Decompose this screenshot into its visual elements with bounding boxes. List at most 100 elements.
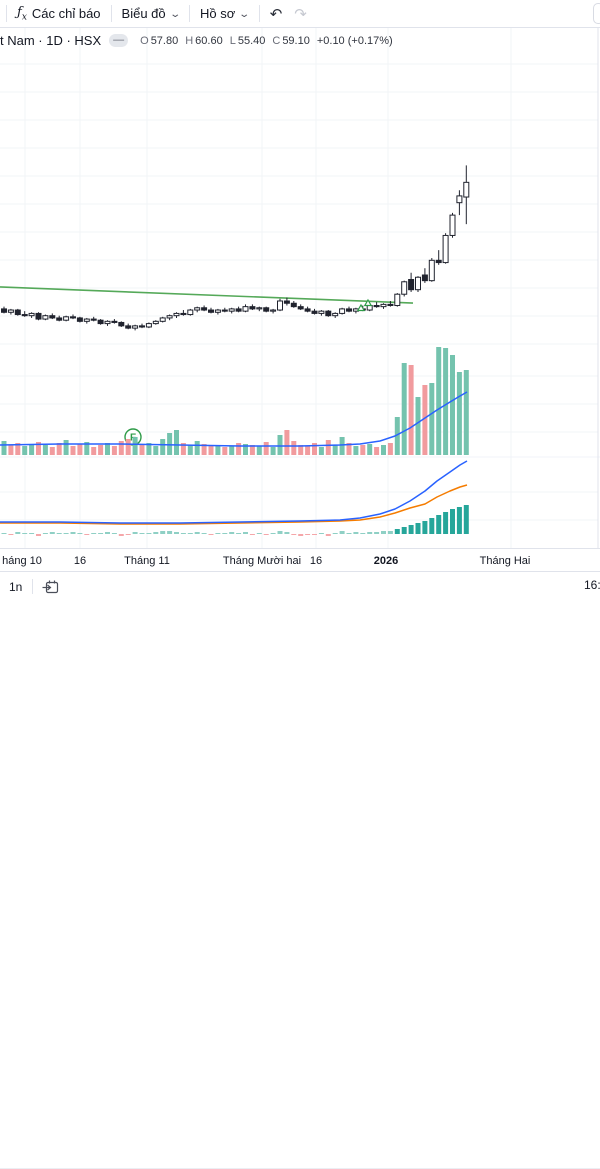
toolbar-divider xyxy=(258,5,260,22)
candle-body xyxy=(435,259,442,264)
candle-body xyxy=(428,259,435,282)
toolbar-divider xyxy=(189,5,191,22)
candle-body xyxy=(249,306,256,310)
candle-body xyxy=(14,309,21,316)
volume-bar xyxy=(443,348,449,455)
toolbar-divider xyxy=(6,5,7,22)
candle-body xyxy=(166,315,173,319)
candle-body xyxy=(387,303,394,307)
volume-bar xyxy=(332,445,338,455)
redo-button[interactable]: ↷ xyxy=(294,5,307,23)
volume-bar xyxy=(312,443,317,455)
candle-body xyxy=(463,181,470,198)
volume-bar xyxy=(77,444,83,455)
candle-body xyxy=(42,315,49,320)
clock-readout[interactable]: 16:4 xyxy=(584,578,600,592)
profile-menu-label: Hồ sơ xyxy=(200,6,236,21)
profile-menu-button[interactable]: Hồ sơ ⌄ xyxy=(190,0,259,27)
candle-body xyxy=(214,309,221,313)
close-number: 59.10 xyxy=(282,34,310,47)
candle-body xyxy=(318,310,325,314)
indicator-histogram-bar xyxy=(256,533,262,534)
indicator-histogram-bar xyxy=(215,533,221,534)
candle-body xyxy=(159,317,166,322)
volume-bar xyxy=(118,441,124,455)
indicator-histogram-bar xyxy=(284,532,290,534)
trend-line xyxy=(0,286,414,304)
candle-body xyxy=(28,312,35,317)
volume-bar xyxy=(194,441,200,455)
close-label: C xyxy=(272,34,281,47)
indicator-histogram-bar xyxy=(98,533,104,534)
candle-body xyxy=(339,308,346,314)
symbol-title[interactable]: t Nam · 1D · HSX xyxy=(0,33,102,48)
indicators-button[interactable]: ƒx Các chỉ báo xyxy=(7,0,111,27)
indicator-histogram-bar xyxy=(305,534,311,535)
date-range-button[interactable]: 1n xyxy=(9,579,23,594)
volume-bar xyxy=(374,447,380,455)
time-axis[interactable]: háng 10 16 Tháng 11 Tháng Mười hai 16 2026 Thá… xyxy=(0,548,600,572)
toolbar-divider xyxy=(110,5,112,22)
candle-body xyxy=(235,308,242,312)
volume-bar xyxy=(401,363,407,455)
volume-bar xyxy=(450,355,455,455)
candle-body xyxy=(380,303,387,308)
indicator-main-line xyxy=(0,460,468,524)
candle-body xyxy=(49,315,56,319)
indicator-histogram-bar xyxy=(91,533,97,534)
volume-bar xyxy=(415,397,421,455)
candle-body xyxy=(187,309,194,316)
go-to-date-icon[interactable] xyxy=(42,579,59,595)
indicator-histogram-bar xyxy=(125,534,131,535)
indicator-histogram-bar xyxy=(174,532,179,534)
candle-body xyxy=(104,320,111,325)
candle-body xyxy=(311,310,318,314)
indicator-histogram-bar xyxy=(381,531,386,534)
volume-bar xyxy=(146,443,152,455)
volume-bar xyxy=(222,447,228,455)
clipped-corner-button[interactable] xyxy=(593,3,600,24)
high-number: 60.60 xyxy=(195,34,223,47)
high-value: H 60.60 xyxy=(185,35,222,47)
candle-body xyxy=(194,307,201,311)
chart-canvas[interactable]: F xyxy=(0,0,600,600)
volume-bar xyxy=(243,444,248,455)
indicator-histogram-bar xyxy=(291,534,297,535)
indicator-histogram-bar xyxy=(332,533,338,534)
chart-menu-button[interactable]: Biểu đồ ⌄ xyxy=(112,0,189,27)
volume-ma-line xyxy=(0,391,468,447)
hide-series-button[interactable]: — xyxy=(109,34,129,47)
volume-bar xyxy=(277,435,283,455)
indicator-histogram-bar xyxy=(229,532,235,534)
candle-body xyxy=(263,307,270,312)
volume-bar xyxy=(463,370,469,455)
volume-bar xyxy=(408,365,414,455)
candle-body xyxy=(401,281,408,295)
volume-bar xyxy=(394,417,400,455)
candle-body xyxy=(35,312,42,320)
indicator-histogram-bar xyxy=(394,529,400,534)
indicator-histogram-bar xyxy=(146,533,152,534)
indicator-histogram-bar xyxy=(367,532,373,534)
low-number: 55.40 xyxy=(237,34,266,47)
candle-body xyxy=(145,323,152,328)
candle-body xyxy=(221,309,228,312)
undo-button[interactable]: ↶ xyxy=(269,5,283,23)
indicator-histogram-bar xyxy=(346,533,352,534)
candle-body xyxy=(76,317,83,322)
volume-bar xyxy=(263,442,269,455)
indicator-histogram-bar xyxy=(360,533,366,534)
indicator-histogram-bar xyxy=(387,531,393,534)
indicator-histogram-bar xyxy=(401,527,407,534)
candle-body xyxy=(180,312,187,316)
volume-bar xyxy=(381,445,386,455)
x-axis-label: 16 xyxy=(73,555,87,567)
fx-indicators-icon: ƒx xyxy=(17,4,27,23)
high-label: H xyxy=(185,34,194,47)
volume-bar xyxy=(387,443,393,455)
ohlc-values: O 57.80 H 60.60 L 55.40 C 59.10 +0.10 (+0.17… xyxy=(140,35,393,47)
volume-bar xyxy=(305,446,311,455)
candle-body xyxy=(304,308,311,312)
volume-bar xyxy=(284,430,290,455)
candle-body xyxy=(277,300,283,311)
